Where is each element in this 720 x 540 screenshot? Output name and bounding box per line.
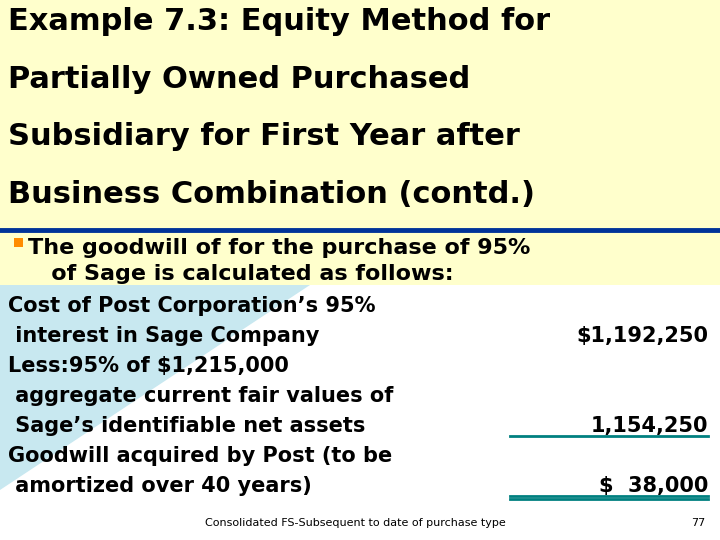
Text: Example 7.3: Equity Method for: Example 7.3: Equity Method for: [8, 7, 550, 36]
Text: aggregate current fair values of: aggregate current fair values of: [8, 386, 393, 406]
Text: 1,154,250: 1,154,250: [590, 416, 708, 436]
Bar: [0, 0, 720, 285]
Text: 77: 77: [690, 518, 705, 528]
Text: Partially Owned Purchased: Partially Owned Purchased: [8, 65, 470, 94]
Bar: [14, 238, 23, 247]
Text: amortized over 40 years): amortized over 40 years): [8, 476, 312, 496]
Text: Subsidiary for First Year after: Subsidiary for First Year after: [8, 122, 520, 151]
Text: Consolidated FS-Subsequent to date of purchase type: Consolidated FS-Subsequent to date of pu…: [204, 518, 505, 528]
Text: of Sage is calculated as follows:: of Sage is calculated as follows:: [28, 264, 454, 284]
Text: The goodwill of for the purchase of 95%: The goodwill of for the purchase of 95%: [28, 238, 531, 258]
Text: Less:95% of $1,215,000: Less:95% of $1,215,000: [8, 356, 289, 376]
Text: Sage’s identifiable net assets: Sage’s identifiable net assets: [8, 416, 365, 436]
Text: interest in Sage Company: interest in Sage Company: [8, 326, 320, 346]
Bar: [0, 225, 160, 285]
Text: Cost of Post Corporation’s 95%: Cost of Post Corporation’s 95%: [8, 296, 376, 316]
Text: $1,192,250: $1,192,250: [576, 326, 708, 346]
Polygon shape: [0, 285, 310, 490]
Text: $  38,000: $ 38,000: [598, 476, 708, 496]
Text: Goodwill acquired by Post (to be: Goodwill acquired by Post (to be: [8, 446, 392, 466]
Text: Business Combination (contd.): Business Combination (contd.): [8, 180, 535, 209]
